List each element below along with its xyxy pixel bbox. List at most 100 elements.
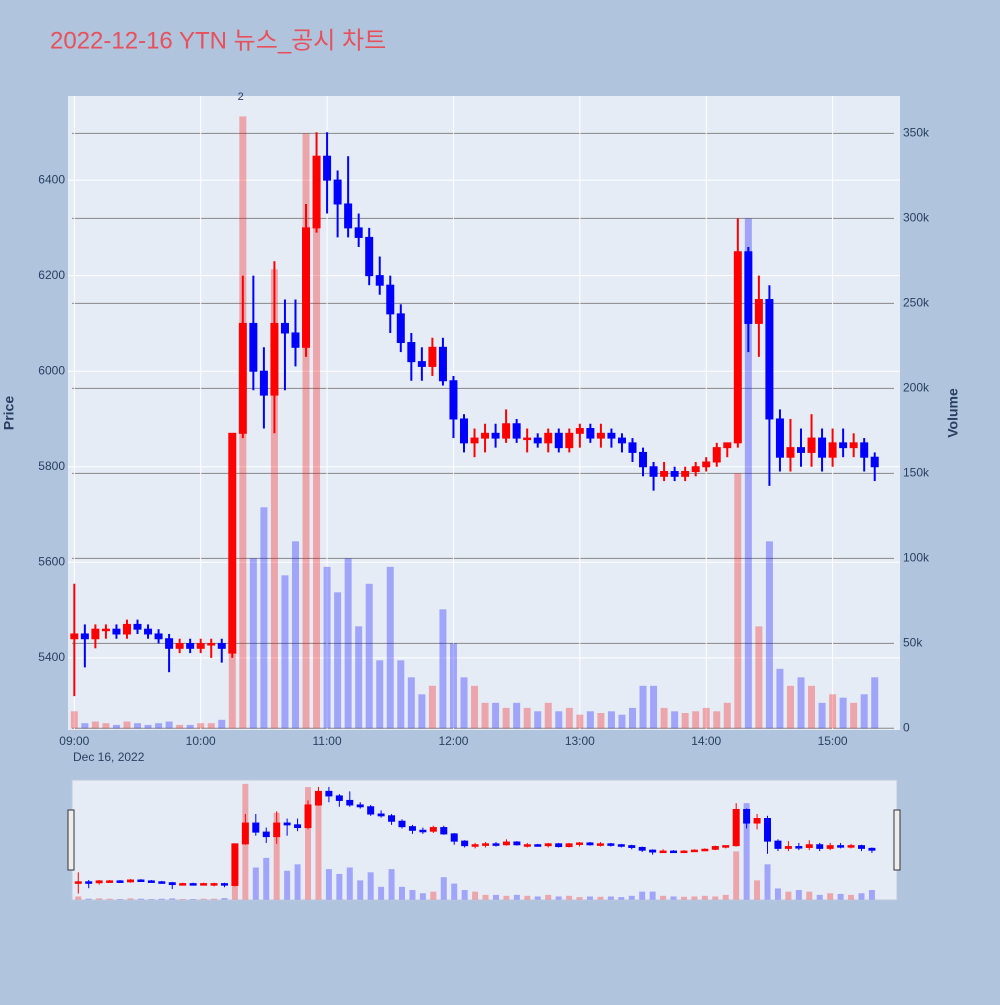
candle-body (283, 822, 291, 826)
candle-body (144, 628, 153, 635)
candle-body (154, 633, 163, 640)
candle-body (533, 437, 542, 444)
volume-bar (355, 626, 363, 729)
candle-body (502, 841, 510, 846)
volume-bar (472, 891, 479, 900)
volume-bar (712, 896, 719, 900)
volume-bar (336, 873, 343, 900)
candle-body (217, 643, 226, 649)
volume-bar (795, 890, 802, 900)
volume-bar (137, 898, 144, 900)
volume-bar (221, 898, 228, 900)
volume-bar (186, 724, 194, 729)
volume-bar (102, 723, 110, 729)
volume-bar (734, 473, 742, 729)
candle-body (91, 628, 100, 640)
volume-bar (461, 890, 468, 900)
candle-body (241, 822, 249, 845)
candle-body (398, 820, 406, 828)
volume-bar (534, 711, 542, 729)
candle-body (344, 203, 353, 229)
volume-bar (155, 723, 163, 729)
candle-body (80, 633, 89, 640)
candle-body (868, 847, 876, 851)
candle-body (816, 844, 824, 849)
volume-bar (839, 697, 847, 729)
volume-bar (70, 711, 78, 729)
volume-bar (837, 893, 844, 900)
y-tick-label: 6200 (38, 268, 65, 282)
candle-body (860, 442, 869, 458)
candle-body (607, 843, 615, 846)
candle-body (179, 883, 187, 886)
volume-bar (808, 685, 816, 729)
candle-body (534, 844, 542, 847)
candle-body (101, 628, 110, 632)
range-slider[interactable] (71, 779, 898, 901)
candle-body (690, 849, 698, 853)
volume-bar (249, 558, 257, 729)
candle-body (649, 466, 658, 477)
candle-body (116, 880, 124, 883)
candle-body (670, 471, 679, 477)
volume-bar (112, 724, 120, 729)
volume-bar (513, 702, 521, 729)
volume-bar (218, 719, 226, 729)
volume-bar (305, 787, 312, 900)
slider-handle-left[interactable] (67, 809, 75, 871)
volume-bar (75, 896, 82, 900)
volume-bar (323, 566, 331, 729)
candle-body (270, 322, 279, 396)
candle-body (189, 883, 197, 886)
volume-bar (419, 893, 426, 900)
candle-body (628, 442, 637, 453)
y-tick-label: 5800 (38, 459, 65, 473)
volume-bar (848, 894, 855, 900)
volume-bar (207, 723, 215, 729)
volume-bar (378, 886, 385, 900)
volume-bar (165, 721, 173, 729)
candle-body (565, 432, 574, 449)
volume-bar (302, 133, 310, 729)
volume-bar (117, 899, 124, 900)
volume-bar (281, 575, 289, 729)
volume-bar (545, 894, 552, 900)
y2-tick-label: 200k (903, 381, 930, 395)
candle-body (346, 799, 354, 806)
candle-body (386, 284, 395, 315)
candle-body (576, 842, 584, 845)
volume-bar (555, 711, 563, 729)
y2-tick-label: 350k (903, 126, 930, 140)
candle-body (335, 795, 343, 801)
volume-bar (176, 724, 184, 729)
candle-body (200, 883, 208, 886)
candle-body (175, 643, 184, 649)
volume-bar (607, 896, 614, 900)
volume-bar (660, 707, 668, 729)
volume-bar (315, 803, 322, 900)
candle-body (449, 380, 458, 420)
candle-body (429, 827, 437, 832)
volume-bar (523, 707, 531, 729)
candle-body (764, 818, 772, 842)
volume-bar (639, 891, 646, 900)
volume-bar (576, 897, 583, 900)
candle-body (126, 879, 134, 883)
y2-tick-label: 250k (903, 296, 930, 310)
volume-bar (451, 883, 458, 900)
volume-bar (96, 898, 103, 900)
volume-bar (197, 723, 205, 729)
volume-bar (776, 668, 784, 729)
candle-body (168, 882, 176, 886)
volume-bar (586, 896, 593, 900)
candle-body (596, 843, 604, 846)
candle-body (857, 845, 865, 849)
volume-bar (671, 711, 679, 729)
slider-handle-right[interactable] (893, 809, 901, 871)
volume-bar (294, 864, 301, 900)
volume-bar (701, 895, 708, 900)
volume-bar (85, 898, 92, 900)
candle-body (786, 447, 795, 458)
candle-body (312, 155, 321, 229)
volume-bar (765, 541, 773, 729)
